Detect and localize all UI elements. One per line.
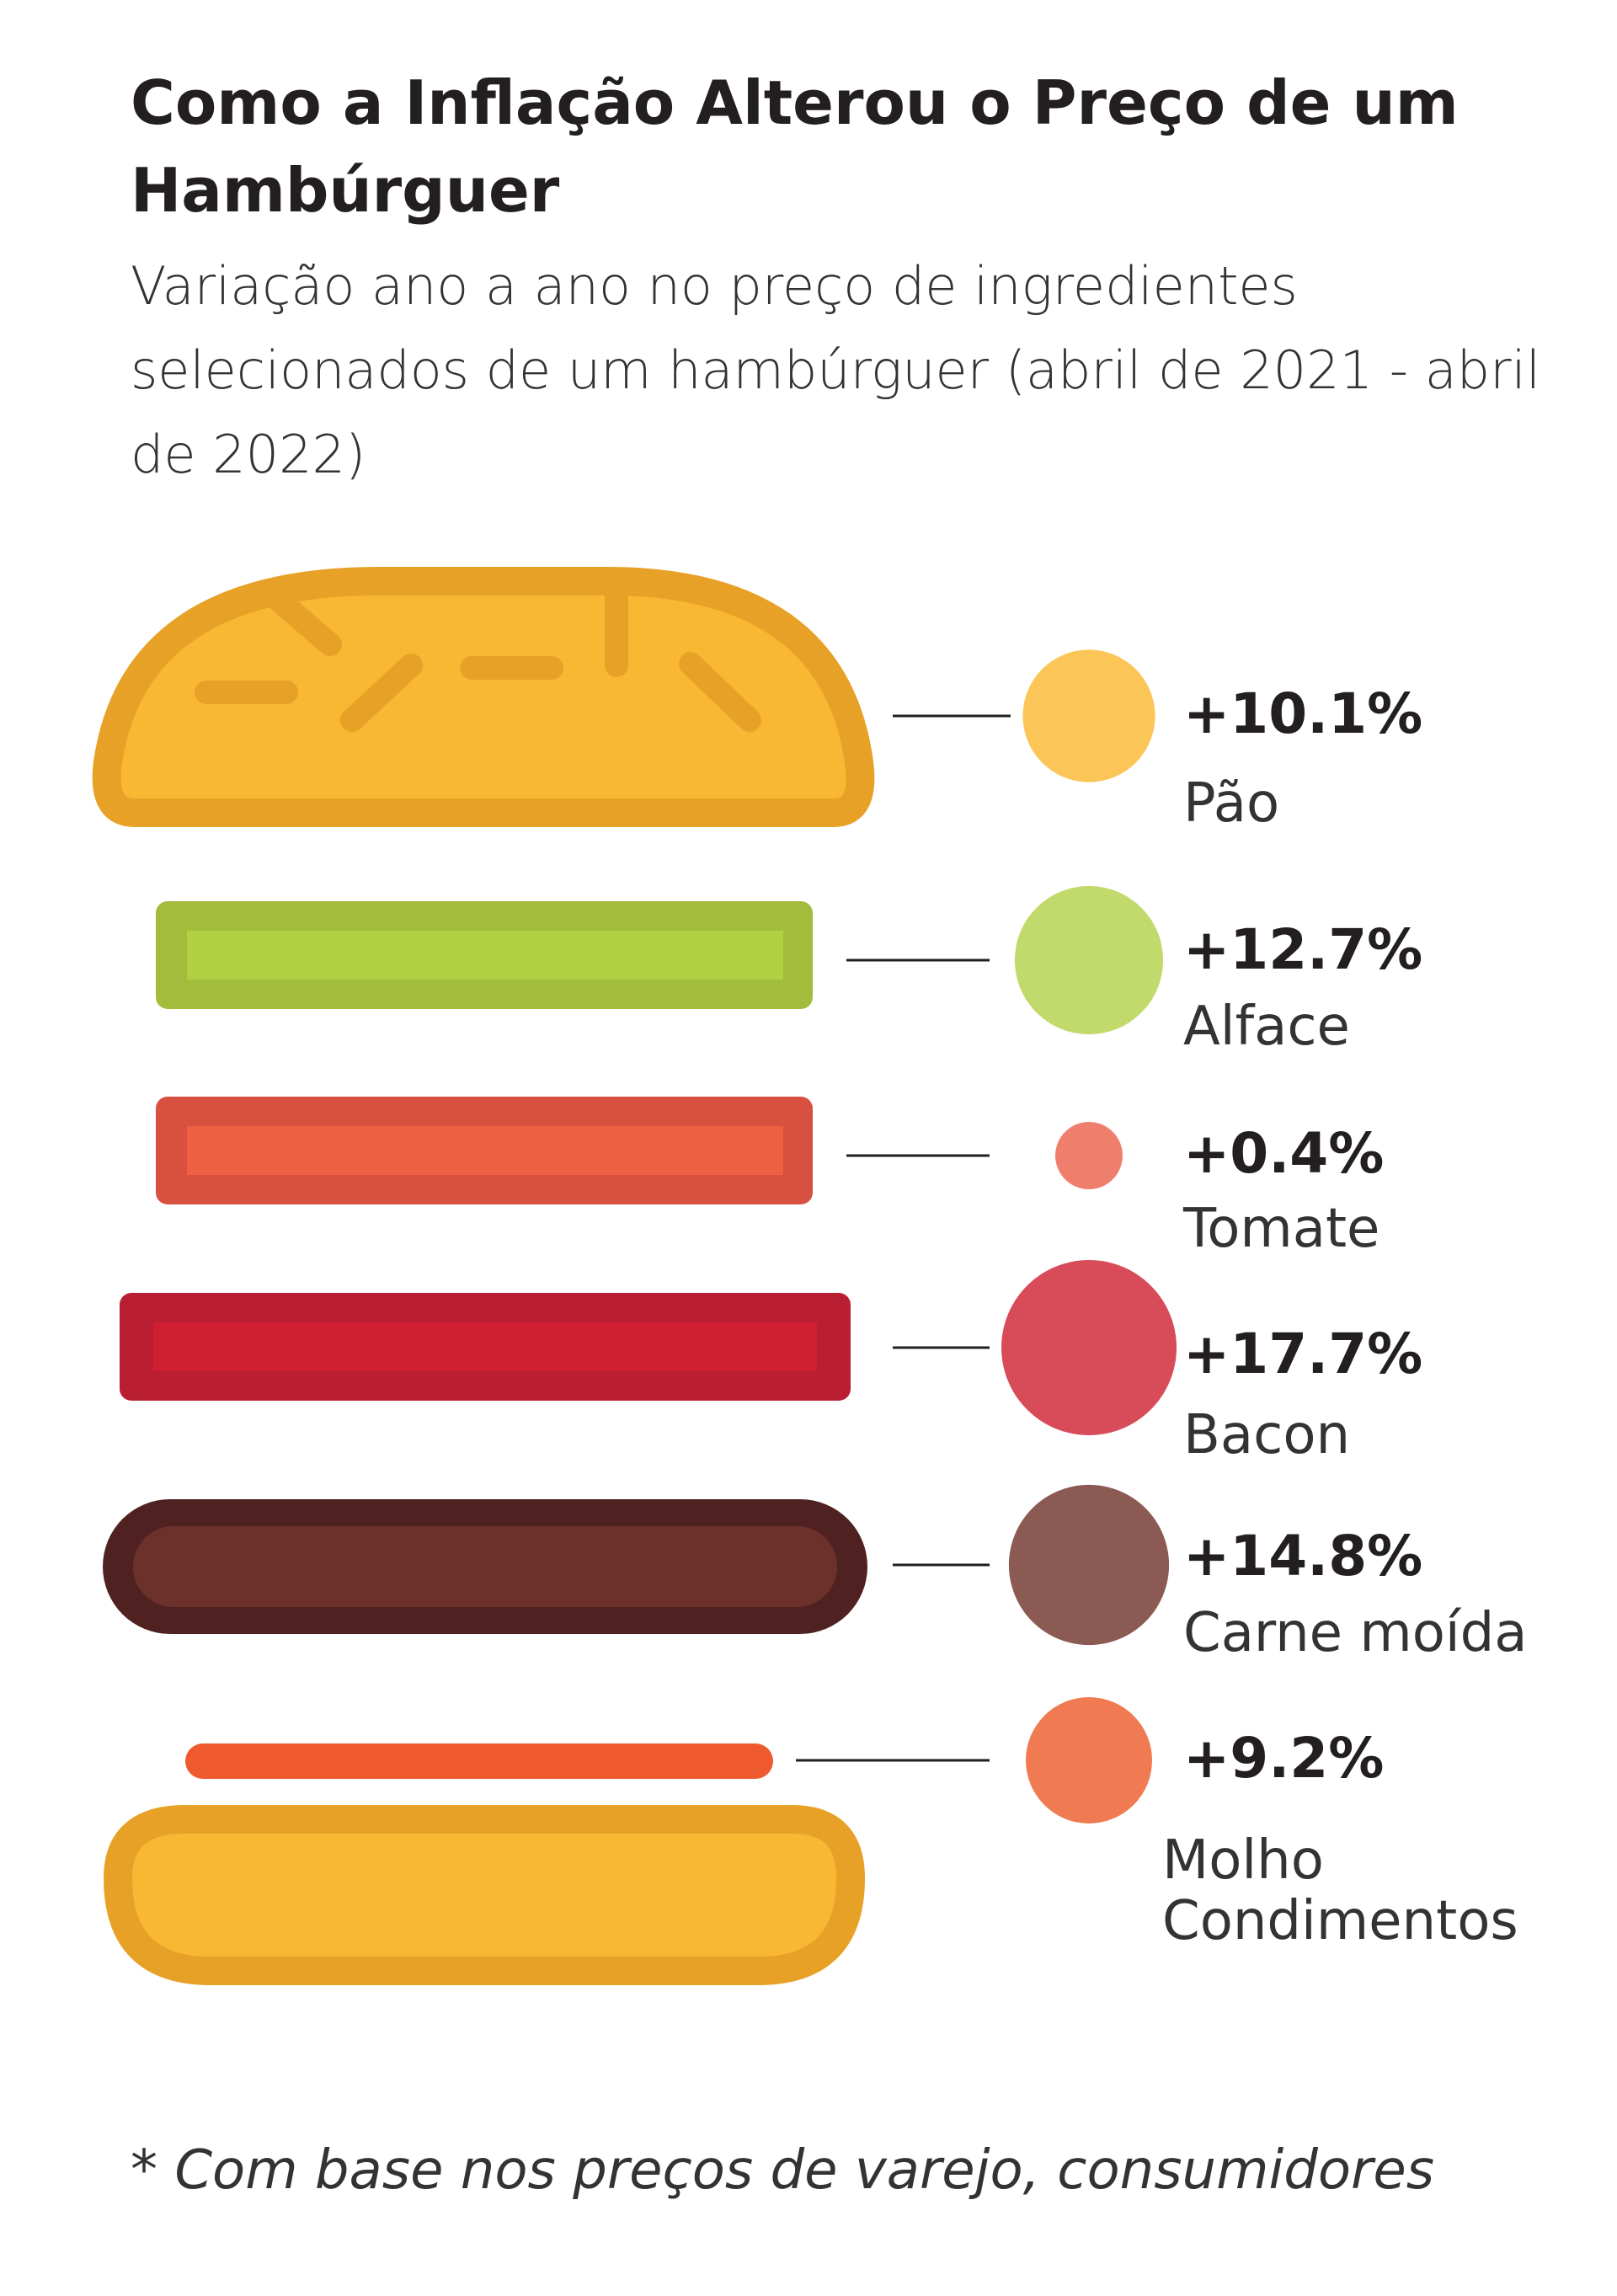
category-label: Carne moída	[1183, 1602, 1528, 1664]
value-label: +0.4%	[1183, 1121, 1384, 1186]
value-bubble	[1001, 1260, 1177, 1435]
chart-subtitle: Variação ano a ano no preço de ingredien…	[131, 255, 1541, 485]
value-bubble	[1055, 1122, 1123, 1189]
category-label: Condimentos	[1162, 1890, 1518, 1952]
value-bubble	[1026, 1697, 1152, 1823]
value-label: +12.7%	[1183, 917, 1422, 982]
value-bubble	[1008, 1484, 1170, 1646]
value-label: +10.1%	[1183, 681, 1422, 746]
bacon-illustration	[120, 1293, 851, 1401]
top-bun-illustration	[92, 567, 875, 827]
value-bubble	[1014, 885, 1164, 1035]
value-label: +14.8%	[1183, 1524, 1422, 1589]
category-label: Bacon	[1183, 1404, 1350, 1466]
footnote: * Com base nos preços de varejo, consumi…	[131, 2139, 1435, 2202]
sauce-illustration	[185, 1743, 773, 1779]
bottom-bun-illustration	[104, 1805, 865, 1985]
category-label: Molho	[1162, 1829, 1324, 1892]
category-label: Pão	[1183, 772, 1279, 835]
tomato-illustration	[156, 1097, 813, 1204]
value-bubble	[1022, 649, 1155, 782]
value-label: +17.7%	[1183, 1322, 1422, 1386]
patty-illustration	[103, 1499, 867, 1634]
lettuce-illustration	[156, 901, 813, 1009]
value-label: +9.2%	[1183, 1726, 1384, 1791]
chart-title: Como a Inflação Alterou o Preço de um Ha…	[131, 67, 1459, 226]
category-label: Tomate	[1182, 1198, 1380, 1260]
category-label: Alface	[1183, 996, 1350, 1058]
